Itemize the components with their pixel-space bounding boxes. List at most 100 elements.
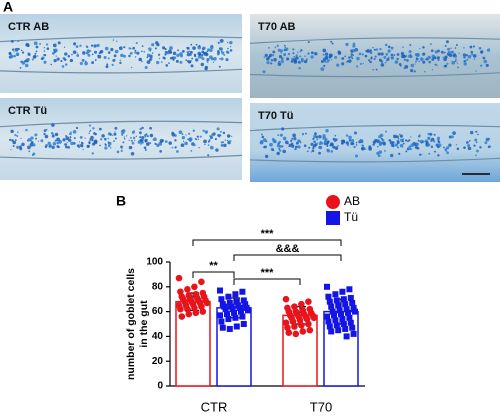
y-tick-label: 0 <box>157 381 163 392</box>
goblet-cell <box>31 154 34 156</box>
goblet-cell <box>443 57 447 62</box>
goblet-cell <box>123 136 126 138</box>
data-point <box>242 301 249 308</box>
goblet-cell <box>73 42 77 46</box>
legend-marker <box>326 195 340 209</box>
goblet-cell <box>427 55 431 59</box>
goblet-cell <box>146 60 151 64</box>
goblet-cell <box>450 135 454 139</box>
data-point <box>198 303 205 310</box>
data-point <box>229 306 236 313</box>
data-point <box>339 316 346 323</box>
goblet-cell <box>467 54 472 59</box>
goblet-cell <box>190 64 194 68</box>
goblet-cell <box>353 145 356 149</box>
goblet-cell <box>176 150 179 153</box>
goblet-cell <box>201 57 205 61</box>
goblet-cell <box>385 52 389 56</box>
goblet-cell <box>470 50 474 54</box>
goblet-cell <box>138 131 142 135</box>
goblet-cell <box>224 139 227 141</box>
goblet-cell <box>97 54 102 59</box>
goblet-cell <box>287 52 291 56</box>
goblet-cell <box>202 46 206 50</box>
goblet-cell <box>463 62 467 66</box>
goblet-cell <box>485 137 490 142</box>
goblet-cell <box>269 142 273 147</box>
goblet-cell <box>79 61 83 66</box>
goblet-cell <box>171 132 176 137</box>
goblet-cell <box>12 145 15 147</box>
goblet-cell <box>361 144 364 147</box>
goblet-cell <box>262 70 266 74</box>
data-point <box>175 274 183 282</box>
goblet-cell <box>314 52 318 56</box>
goblet-cell <box>11 139 14 142</box>
goblet-cell <box>217 41 220 44</box>
goblet-cell <box>288 144 292 147</box>
goblet-cell <box>369 60 372 64</box>
goblet-cell <box>130 146 133 149</box>
goblet-cell <box>105 65 109 69</box>
goblet-cell <box>310 55 314 59</box>
data-point <box>347 294 354 301</box>
goblet-cell <box>10 149 12 151</box>
data-point <box>336 307 343 314</box>
x-tick-label: CTR <box>201 399 228 414</box>
goblet-cell <box>204 143 206 146</box>
goblet-cell <box>219 39 224 43</box>
goblet-cell <box>303 144 307 148</box>
goblet-cell <box>87 53 91 57</box>
goblet-cell <box>91 61 95 65</box>
goblet-cell <box>215 148 219 152</box>
data-point <box>305 320 312 328</box>
goblet-cell <box>454 60 457 63</box>
y-tick-label: 100 <box>146 257 163 268</box>
goblet-cell <box>119 59 122 61</box>
data-point <box>345 309 351 316</box>
goblet-cell <box>146 56 149 59</box>
goblet-cell <box>341 142 343 145</box>
y-tick-label: 40 <box>152 331 164 342</box>
micrograph <box>0 98 242 180</box>
goblet-cell <box>206 60 209 63</box>
goblet-cell <box>45 43 49 46</box>
goblet-cell <box>47 141 51 145</box>
goblet-cell <box>404 65 409 69</box>
goblet-cell <box>63 46 66 48</box>
goblet-cell <box>191 142 194 145</box>
goblet-cell <box>463 56 466 59</box>
goblet-cell <box>278 60 280 63</box>
goblet-cell <box>43 46 46 49</box>
goblet-cell <box>445 146 450 150</box>
goblet-cell <box>429 132 433 136</box>
goblet-cell <box>19 147 23 151</box>
goblet-cell <box>151 52 154 54</box>
goblet-cell <box>337 145 339 147</box>
goblet-cell <box>484 141 488 145</box>
goblet-cell <box>263 145 267 149</box>
goblet-cell <box>34 133 38 137</box>
goblet-cell <box>310 151 313 153</box>
goblet-cell <box>384 150 386 152</box>
goblet-cell <box>437 140 441 144</box>
goblet-cell <box>35 50 38 53</box>
goblet-cell <box>398 133 401 136</box>
goblet-cell <box>195 58 199 62</box>
goblet-cell <box>10 129 14 134</box>
goblet-cell <box>122 141 125 144</box>
goblet-cell <box>270 62 273 65</box>
data-point <box>233 323 240 330</box>
goblet-cell <box>396 141 400 144</box>
goblet-cell <box>89 140 91 142</box>
goblet-cell <box>433 150 436 153</box>
data-point <box>289 318 297 325</box>
goblet-cell <box>410 136 412 138</box>
goblet-cell <box>88 124 92 127</box>
data-point <box>335 327 342 334</box>
data-point <box>218 296 225 303</box>
data-point <box>217 287 223 294</box>
goblet-cell <box>158 57 161 60</box>
goblet-cell <box>318 145 323 150</box>
goblet-cell <box>111 63 114 67</box>
